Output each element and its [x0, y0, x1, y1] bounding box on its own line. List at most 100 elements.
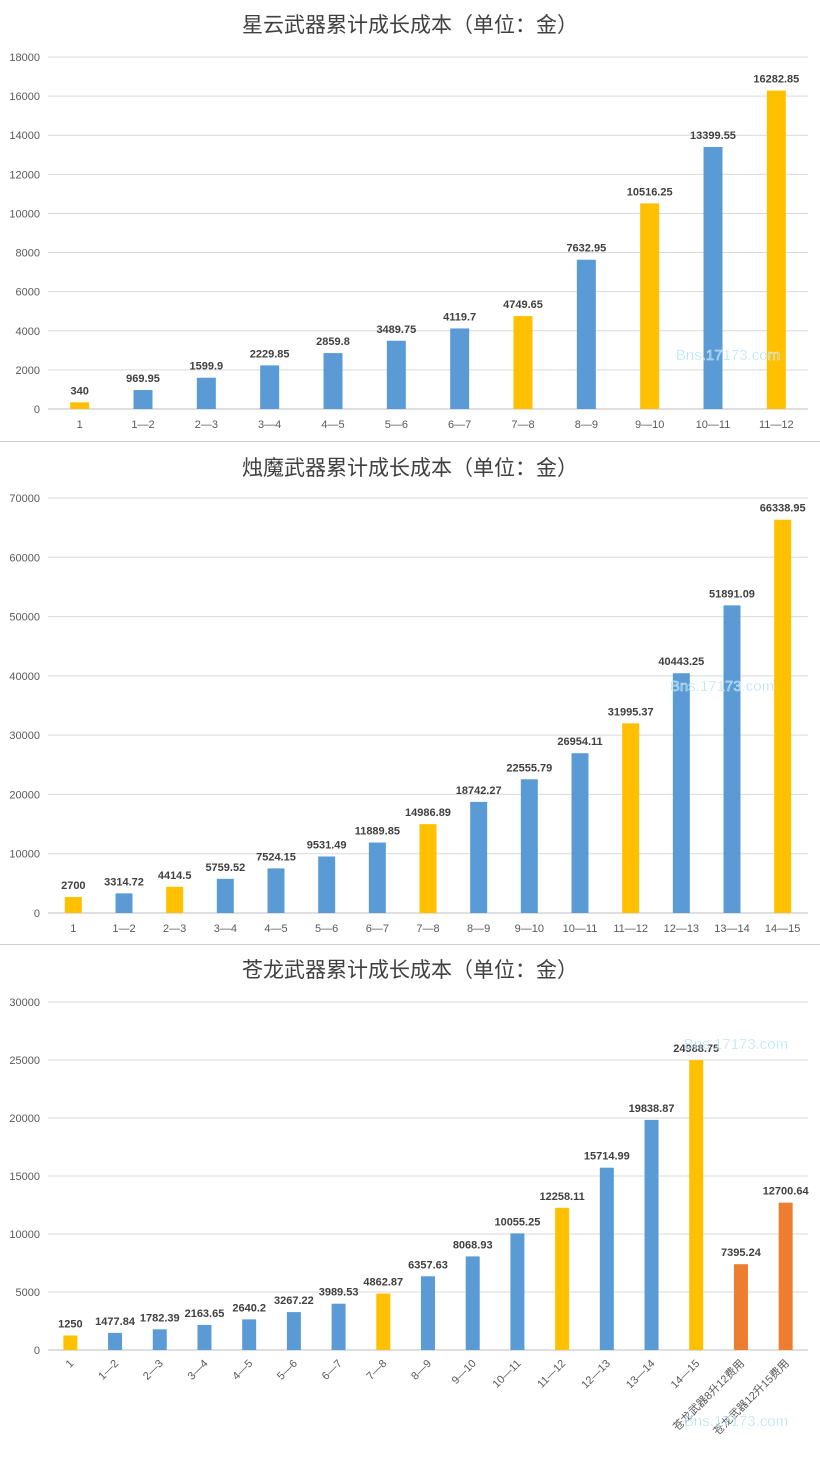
x-tick-label: 10—11	[491, 1358, 524, 1391]
bar	[196, 377, 216, 409]
y-tick-label: 30000	[9, 730, 40, 742]
bar	[450, 328, 470, 409]
data-label: 31995.37	[608, 706, 654, 718]
x-tick-label: 1—2	[131, 419, 154, 431]
data-label: 16282.85	[753, 74, 799, 86]
y-tick-label: 20000	[9, 1113, 40, 1125]
y-tick-label: 0	[34, 908, 40, 920]
bar	[622, 723, 640, 913]
data-label: 2640.2	[232, 1302, 266, 1314]
bar	[421, 1276, 435, 1350]
bar	[63, 1335, 78, 1350]
data-label: 15714.99	[584, 1151, 630, 1163]
x-tick-label: 14—15	[669, 1358, 703, 1392]
divider	[0, 441, 820, 442]
data-label: 40443.25	[658, 656, 704, 668]
chart-canglong: 苍龙武器累计成长成本（单位：金） 0 5000 10000 15000 20000 2500…	[9, 958, 810, 1438]
data-label: 22555.79	[506, 762, 552, 774]
x-tick-label: 8—9	[467, 923, 490, 935]
data-label: 4414.5	[158, 870, 192, 882]
bar	[733, 1264, 748, 1350]
bar	[70, 402, 90, 409]
x-tick-label: 4—5	[321, 419, 344, 431]
y-tick-label: 18000	[9, 52, 40, 64]
data-label: 24988.75	[673, 1043, 719, 1055]
y-tick-label: 0	[34, 404, 40, 416]
x-tick-label: 13—14	[714, 923, 749, 935]
x-tick-label: 11—12	[535, 1358, 568, 1391]
x-tick-label: 1	[77, 419, 83, 431]
data-label: 51891.09	[709, 588, 755, 600]
x-tick-label: 7—8	[364, 1358, 389, 1383]
x-tick-label: 1	[64, 1358, 77, 1371]
y-tick-label: 8000	[16, 248, 40, 260]
x-tick-label: 10—11	[563, 923, 598, 935]
bar	[108, 1332, 123, 1350]
bar	[386, 340, 406, 409]
data-label: 1477.84	[95, 1316, 136, 1328]
x-tick-label: 11—12	[759, 419, 794, 431]
bar	[419, 824, 437, 913]
x-tick-label: 2—3	[195, 419, 218, 431]
x-tick-label: 9—10	[635, 419, 664, 431]
data-label: 14986.89	[405, 807, 451, 819]
data-label: 1599.9	[190, 361, 224, 373]
bar	[465, 1256, 480, 1350]
bar	[323, 353, 343, 409]
data-label: 9531.49	[307, 839, 347, 851]
y-tick-label: 15000	[9, 1171, 40, 1183]
bar	[368, 842, 386, 913]
x-tick-label: 7—8	[511, 419, 534, 431]
data-label: 11889.85	[355, 826, 400, 838]
x-tick-label: 9—10	[450, 1358, 479, 1387]
bar	[376, 1293, 391, 1350]
x-tick-label: 9—10	[515, 923, 544, 935]
bar	[689, 1060, 704, 1350]
bar	[152, 1329, 167, 1350]
data-label: 12700.64	[763, 1186, 810, 1198]
bar	[216, 878, 234, 913]
bar	[331, 1303, 346, 1350]
data-label: 12258.11	[539, 1191, 584, 1203]
y-tick-label: 70000	[9, 493, 40, 505]
x-tick-label: 3—4	[258, 419, 281, 431]
bar	[513, 316, 533, 409]
data-label: 7395.24	[721, 1247, 762, 1259]
data-label: 340	[70, 385, 88, 397]
x-tick-label: 14—15	[765, 923, 800, 935]
x-tick-label: 12—13	[579, 1358, 613, 1392]
y-tick-label: 10000	[9, 1229, 40, 1241]
data-label: 8068.93	[453, 1239, 493, 1251]
divider	[0, 944, 820, 945]
x-tick-label: 4—5	[230, 1358, 255, 1383]
y-tick-label: 0	[34, 1345, 40, 1357]
y-tick-label: 20000	[9, 789, 40, 801]
chart-title: 苍龙武器累计成长成本（单位：金）	[242, 958, 578, 982]
y-tick-label: 4000	[16, 326, 40, 338]
x-tick-label: 2—3	[141, 1358, 166, 1383]
bar	[286, 1312, 301, 1350]
data-label: 6357.63	[408, 1259, 448, 1271]
x-tick-label: 1—2	[112, 923, 135, 935]
bar	[576, 259, 596, 409]
data-label: 7632.95	[566, 243, 606, 255]
bar	[599, 1167, 614, 1350]
bar	[470, 801, 488, 913]
x-tick-label: 10—11	[696, 419, 731, 431]
y-tick-label: 40000	[9, 671, 40, 683]
bar	[267, 868, 285, 913]
bar	[64, 896, 82, 913]
data-label: 4749.65	[503, 299, 543, 311]
chart-panel-xingyun: 星云武器累计成长成本（单位：金） 0 2000 4000 6000 8000 10000 12…	[0, 0, 820, 440]
data-label: 10516.25	[627, 186, 673, 198]
y-tick-label: 60000	[9, 552, 40, 564]
y-tick-label: 12000	[9, 169, 40, 181]
bar	[778, 1202, 793, 1350]
data-label: 3989.53	[319, 1287, 359, 1299]
bar	[197, 1324, 212, 1350]
chart-zhumo: 烛魔武器累计成长成本（单位：金） 0 10000 20000 30000 40000 500…	[9, 456, 808, 935]
bar	[766, 90, 786, 409]
bar	[115, 893, 133, 913]
x-tick-label: 1	[70, 923, 76, 935]
y-tick-label: 50000	[9, 612, 40, 624]
